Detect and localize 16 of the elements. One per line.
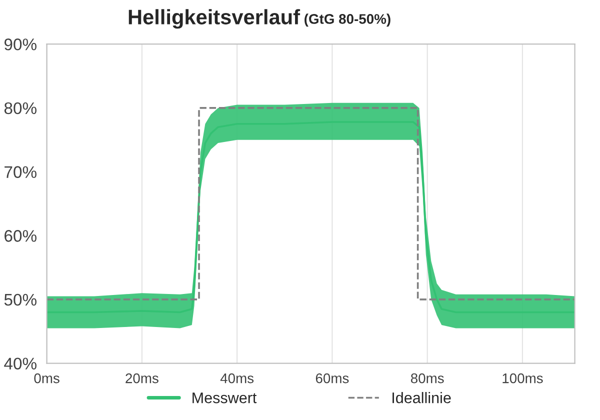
x-tick-label: 20ms <box>126 373 158 384</box>
x-tick-label: 60ms <box>316 373 349 384</box>
legend-label: Ideallinie <box>392 392 451 404</box>
chart-subtitle: (GtG 80-50%) <box>304 14 390 27</box>
x-tick-label: 0ms <box>34 373 60 384</box>
y-tick-label: 40% <box>4 358 36 370</box>
y-tick-label: 60% <box>4 230 36 242</box>
legend-label: Messwert <box>192 392 257 404</box>
x-tick-label: 40ms <box>220 373 254 384</box>
y-tick-label: 80% <box>4 102 36 114</box>
x-tick-label: 80ms <box>410 373 444 384</box>
y-tick-label: 90% <box>4 38 36 50</box>
x-tick-label: 100ms <box>502 373 543 384</box>
y-tick-label: 50% <box>4 294 36 306</box>
chart-title: Helligkeitsverlauf <box>128 9 300 29</box>
y-tick-label: 70% <box>4 166 36 178</box>
